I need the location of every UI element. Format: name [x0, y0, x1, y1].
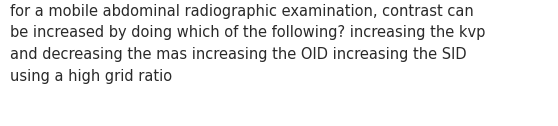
- Text: for a mobile abdominal radiographic examination, contrast can
be increased by do: for a mobile abdominal radiographic exam…: [10, 4, 485, 84]
